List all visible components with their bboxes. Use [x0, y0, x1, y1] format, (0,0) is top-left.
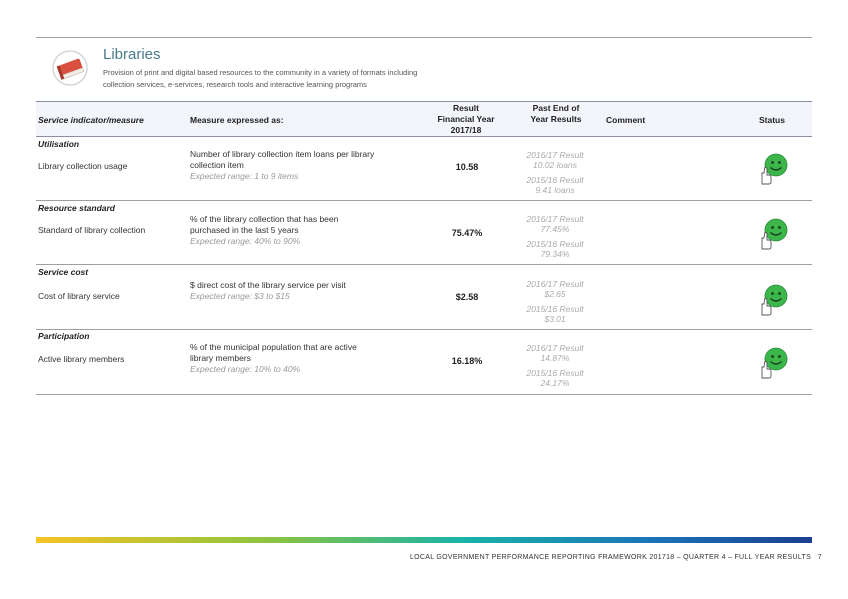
- row-measure: % of the library collection that has bee…: [190, 214, 420, 247]
- measure-line: collection item: [190, 160, 244, 170]
- section-description-line: Provision of print and digital based res…: [103, 68, 418, 77]
- row-separator: [36, 329, 812, 330]
- expected-range: Expected range: 1 to 9 items: [190, 171, 299, 181]
- measure-line: % of the municipal population that are a…: [190, 342, 357, 352]
- row-category: Participation: [38, 331, 90, 341]
- section-description: Provision of print and digital based res…: [103, 67, 503, 91]
- smiley-thumbs-up-icon: [761, 153, 788, 185]
- expected-range: Expected range: $3 to $15: [190, 291, 290, 301]
- header-result-line: 2017/18: [450, 125, 482, 135]
- header-past-line: Year Results: [530, 114, 582, 124]
- row-past-results: 2016/17 Result 14.87% 2015/16 Result 24.…: [505, 343, 605, 388]
- row-category: Resource standard: [38, 203, 115, 213]
- expected-range: Expected range: 40% to 90%: [190, 236, 301, 246]
- past-value: 9.41 loans: [535, 185, 575, 195]
- section-title: Libraries: [103, 46, 161, 63]
- header-past-line: Past End of: [532, 103, 580, 113]
- header-measure: Measure expressed as:: [190, 115, 284, 125]
- past-value: 77.45%: [540, 224, 570, 234]
- row-result: 75.47%: [451, 228, 483, 238]
- past-label: 2016/17 Result: [526, 214, 584, 224]
- section-description-line: collection services, e-services, researc…: [103, 80, 367, 89]
- header-status: Status: [759, 115, 785, 125]
- row-result: 10.58: [455, 162, 479, 172]
- row-result: $2.58: [455, 292, 479, 302]
- past-value: $3.01: [544, 314, 566, 324]
- footer: LOCAL GOVERNMENT PERFORMANCE REPORTING F…: [36, 554, 822, 561]
- past-label: 2015/16 Result: [526, 175, 584, 185]
- past-value: $2.65: [544, 289, 566, 299]
- row-category: Utilisation: [38, 139, 80, 149]
- row-measure: Number of library collection item loans …: [190, 149, 420, 182]
- footer-gradient-bar: [36, 537, 812, 543]
- header-result-line: Financial Year: [437, 114, 495, 124]
- past-label: 2016/17 Result: [526, 150, 584, 160]
- row-result: 16.18%: [451, 356, 483, 366]
- row-past-results: 2016/17 Result 77.45% 2015/16 Result 79.…: [505, 214, 605, 259]
- measure-line: % of the library collection that has bee…: [190, 214, 339, 224]
- row-measure: $ direct cost of the library service per…: [190, 280, 420, 302]
- row-separator: [36, 264, 812, 265]
- row-category: Service cost: [38, 267, 89, 277]
- smiley-thumbs-up-icon: [761, 218, 788, 250]
- past-label: 2016/17 Result: [526, 343, 584, 353]
- header-indicator: Service indicator/measure: [38, 115, 144, 125]
- row-past-results: 2016/17 Result $2.65 2015/16 Result $3.0…: [505, 279, 605, 324]
- row-indicator: Cost of library service: [38, 291, 120, 301]
- measure-line: library members: [190, 353, 251, 363]
- row-separator: [36, 200, 812, 201]
- past-value: 14.87%: [540, 353, 570, 363]
- measure-line: purchased in the last 5 years: [190, 225, 299, 235]
- expected-range: Expected range: 10% to 40%: [190, 364, 301, 374]
- row-measure: % of the municipal population that are a…: [190, 342, 420, 375]
- row-past-results: 2016/17 Result 10.02 loans 2015/16 Resul…: [505, 150, 605, 195]
- book-icon: [52, 50, 88, 86]
- past-label: 2015/16 Result: [526, 304, 584, 314]
- header-result-line: Result: [453, 103, 479, 113]
- measure-line: $ direct cost of the library service per…: [190, 280, 346, 290]
- row-indicator: Standard of library collection: [38, 225, 146, 235]
- footer-title: LOCAL GOVERNMENT PERFORMANCE REPORTING F…: [409, 554, 812, 561]
- past-value: 79.34%: [540, 249, 570, 259]
- row-indicator: Active library members: [38, 354, 125, 364]
- smiley-thumbs-up-icon: [761, 284, 788, 316]
- smiley-thumbs-up-icon: [761, 347, 788, 379]
- past-label: 2015/16 Result: [526, 239, 584, 249]
- page-number: 7: [817, 554, 822, 561]
- row-separator: [36, 394, 812, 395]
- header-result: Result Financial Year 2017/18: [421, 103, 511, 136]
- header-past-results: Past End of Year Results: [511, 103, 601, 125]
- measure-line: Number of library collection item loans …: [190, 149, 375, 159]
- table-header: Service indicator/measure Measure expres…: [36, 101, 812, 137]
- past-label: 2015/16 Result: [526, 368, 584, 378]
- top-rule: [36, 37, 812, 38]
- row-indicator: Library collection usage: [38, 161, 128, 171]
- header-comment: Comment: [606, 115, 646, 125]
- past-value: 10.02 loans: [533, 160, 577, 170]
- past-value: 24.17%: [540, 378, 570, 388]
- past-label: 2016/17 Result: [526, 279, 584, 289]
